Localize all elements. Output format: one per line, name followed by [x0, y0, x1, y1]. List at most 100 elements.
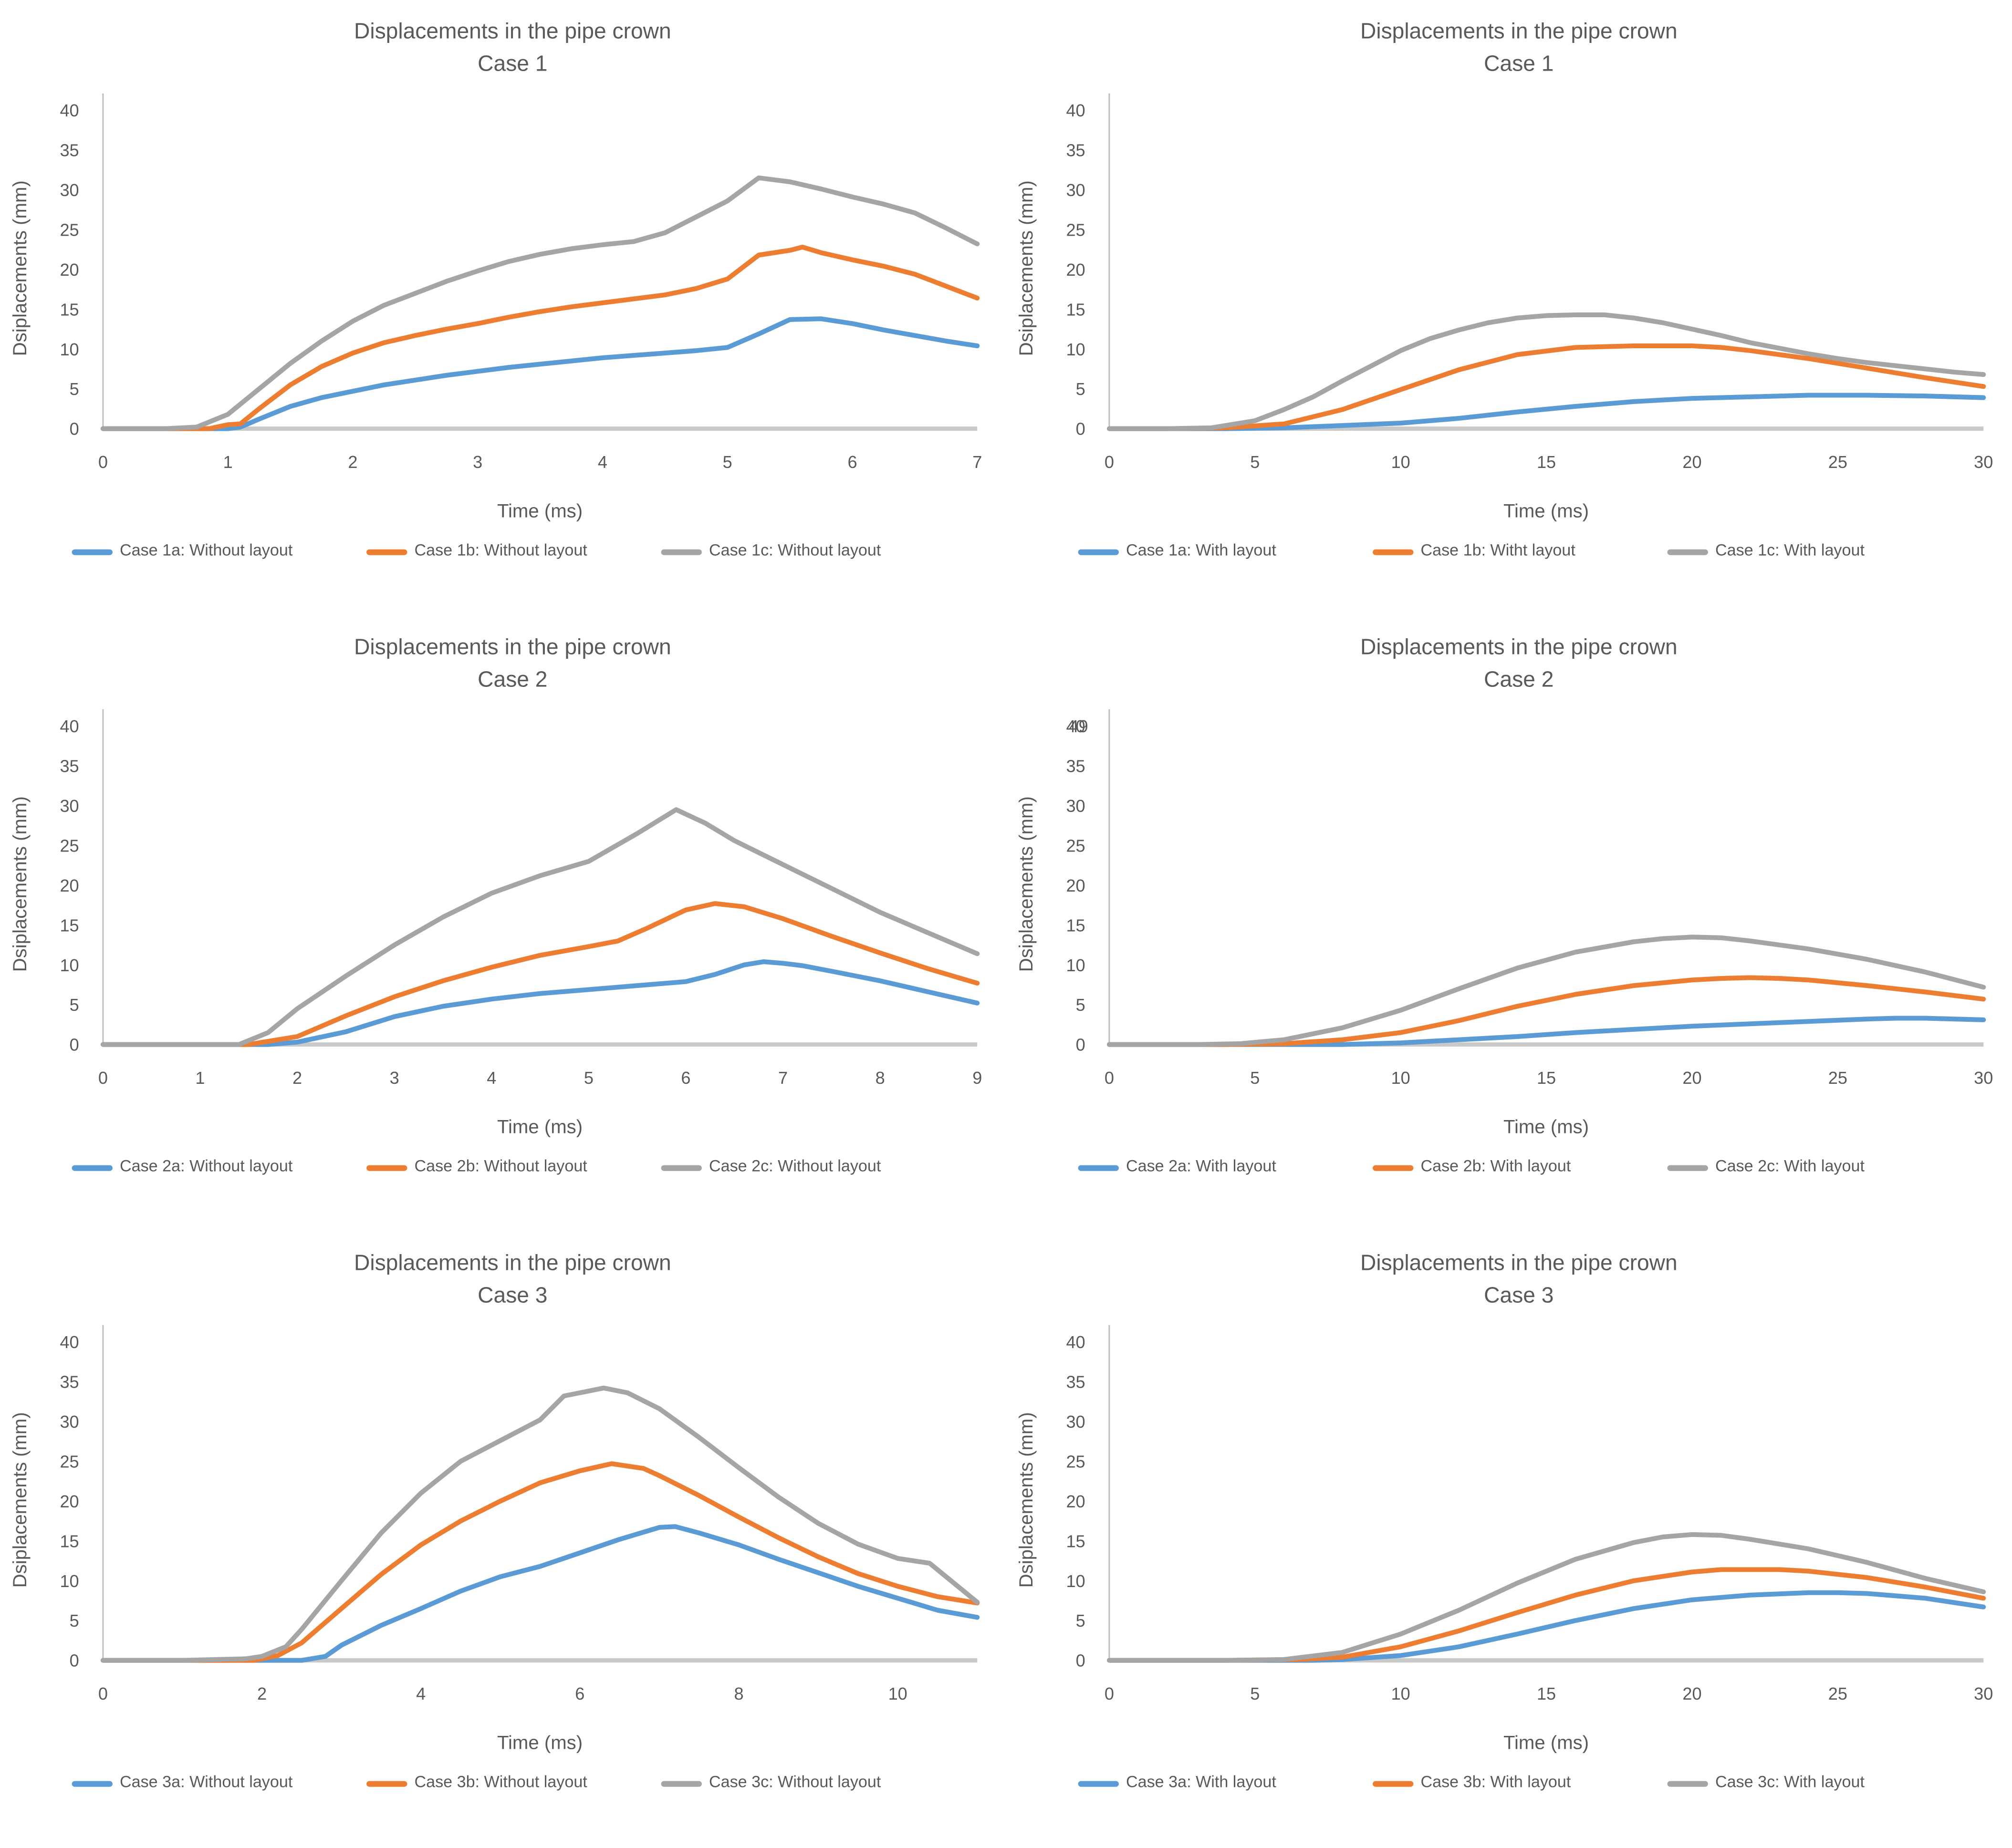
- svg-text:6: 6: [681, 1068, 690, 1088]
- chart-title: Displacements in the pipe crown: [1360, 1250, 1677, 1275]
- chart-subtitle: Case 2: [1484, 667, 1553, 692]
- svg-text:30: 30: [1066, 180, 1085, 200]
- chart-case2-without-layout: Displacements in the pipe crown Case 2 D…: [0, 616, 1006, 1232]
- svg-text:10: 10: [1391, 452, 1410, 472]
- svg-text:6: 6: [575, 1684, 584, 1703]
- svg-text:4: 4: [598, 452, 607, 472]
- svg-text:10: 10: [1066, 1571, 1085, 1591]
- svg-text:15: 15: [1066, 1532, 1085, 1551]
- legend-label: Case 2a: Without layout: [120, 1157, 293, 1175]
- chart-subtitle: Case 3: [1484, 1283, 1553, 1308]
- legend-label: Case 1b: Without layout: [415, 541, 588, 560]
- svg-text:15: 15: [1536, 1684, 1555, 1703]
- chart-title: Displacements in the pipe crown: [354, 18, 671, 43]
- svg-text:5: 5: [70, 995, 79, 1015]
- x-axis-title: Time (ms): [497, 1732, 583, 1754]
- svg-text:1: 1: [195, 1068, 205, 1088]
- legend-label: Case 3c: With layout: [1715, 1773, 1864, 1791]
- svg-text:10: 10: [60, 340, 79, 359]
- legend-swatch-orange: [1373, 1781, 1413, 1787]
- x-axis-title: Time (ms): [497, 500, 583, 521]
- legend-swatch-orange: [1373, 550, 1413, 555]
- y-axis-title: Dsiplacements (mm): [9, 1412, 31, 1588]
- svg-text:5: 5: [70, 379, 79, 399]
- svg-text:0: 0: [1104, 1068, 1114, 1088]
- svg-text:30: 30: [1974, 1068, 1993, 1088]
- svg-text:2: 2: [348, 452, 357, 472]
- svg-text:0: 0: [70, 1035, 79, 1055]
- svg-text:5: 5: [584, 1068, 594, 1088]
- y-axis-title: Dsiplacements (mm): [1015, 180, 1037, 356]
- legend-swatch-gray: [661, 1781, 702, 1787]
- svg-text:30: 30: [1974, 1684, 1993, 1703]
- svg-text:35: 35: [60, 1372, 79, 1392]
- legend-swatch-gray: [661, 1165, 702, 1171]
- svg-text:15: 15: [60, 300, 79, 319]
- y-axis-title: Dsiplacements (mm): [1015, 1412, 1037, 1588]
- svg-text:0: 0: [70, 1651, 79, 1671]
- chart-case1-with-layout: Displacements in the pipe crown Case 1 D…: [1006, 0, 2012, 616]
- svg-text:30: 30: [1066, 1412, 1085, 1432]
- svg-text:20: 20: [1066, 260, 1085, 280]
- svg-text:15: 15: [1536, 1068, 1555, 1088]
- svg-text:0: 0: [98, 1068, 108, 1088]
- legend: Case 1a: With layout Case 1b: Witht layo…: [1078, 541, 1865, 560]
- legend-label: Case 2b: With layout: [1420, 1157, 1571, 1175]
- legend-label: Case 1a: Without layout: [120, 541, 293, 560]
- svg-text:20: 20: [60, 1492, 79, 1511]
- legend-label: Case 3a: Without layout: [120, 1773, 293, 1791]
- svg-text:15: 15: [1536, 452, 1555, 472]
- svg-text:10: 10: [60, 1571, 79, 1591]
- legend-label: Case 1c: With layout: [1715, 541, 1864, 560]
- svg-text:0: 0: [98, 1684, 108, 1703]
- svg-text:0: 0: [98, 452, 108, 472]
- chart-title: Displacements in the pipe crown: [354, 634, 671, 659]
- legend: Case 3a: With layout Case 3b: With layou…: [1078, 1773, 1865, 1791]
- svg-text:8: 8: [876, 1068, 885, 1088]
- svg-text:30: 30: [1974, 452, 1993, 472]
- svg-text:6: 6: [847, 452, 857, 472]
- svg-text:5: 5: [1250, 1684, 1260, 1703]
- svg-text:0: 0: [1104, 1684, 1114, 1703]
- legend-swatch-orange: [366, 1781, 407, 1787]
- legend-label: Case 3a: With layout: [1126, 1773, 1276, 1791]
- svg-text:49: 49: [1069, 716, 1088, 736]
- svg-text:8: 8: [734, 1684, 743, 1703]
- y-axis-title: Dsiplacements (mm): [9, 796, 31, 972]
- svg-text:0: 0: [1075, 419, 1085, 439]
- chart-case2-with-layout: Displacements in the pipe crown Case 2 D…: [1006, 616, 2012, 1232]
- svg-text:5: 5: [1075, 1611, 1085, 1631]
- svg-text:5: 5: [70, 1611, 79, 1631]
- svg-text:30: 30: [60, 180, 79, 200]
- chart-subtitle: Case 1: [1484, 51, 1553, 76]
- legend-swatch-orange: [1373, 1165, 1413, 1171]
- legend-swatch-orange: [366, 1165, 407, 1171]
- legend-swatch-gray: [1667, 1781, 1708, 1787]
- svg-text:3: 3: [473, 452, 482, 472]
- svg-text:15: 15: [1066, 915, 1085, 935]
- x-axis-title: Time (ms): [1503, 1116, 1588, 1138]
- svg-text:35: 35: [60, 757, 79, 776]
- svg-text:40: 40: [1066, 101, 1085, 120]
- svg-text:25: 25: [60, 1452, 79, 1472]
- svg-text:0: 0: [1104, 452, 1114, 472]
- svg-text:40: 40: [60, 716, 79, 736]
- svg-text:30: 30: [1066, 796, 1085, 816]
- svg-text:9: 9: [972, 1068, 982, 1088]
- svg-text:40: 40: [1066, 1332, 1085, 1352]
- svg-text:25: 25: [60, 836, 79, 856]
- svg-text:20: 20: [60, 260, 79, 280]
- chart-case3-with-layout: Displacements in the pipe crown Case 3 D…: [1006, 1232, 2012, 1848]
- svg-text:40: 40: [60, 101, 79, 120]
- svg-text:5: 5: [1250, 452, 1260, 472]
- legend-label: Case 3b: With layout: [1420, 1773, 1571, 1791]
- svg-text:20: 20: [1682, 1684, 1701, 1703]
- svg-text:40: 40: [60, 1332, 79, 1352]
- chart-title: Displacements in the pipe crown: [354, 1250, 671, 1275]
- chart-subtitle: Case 3: [478, 1283, 547, 1308]
- svg-text:25: 25: [1828, 1684, 1847, 1703]
- legend-label: Case 1b: Witht layout: [1420, 541, 1575, 560]
